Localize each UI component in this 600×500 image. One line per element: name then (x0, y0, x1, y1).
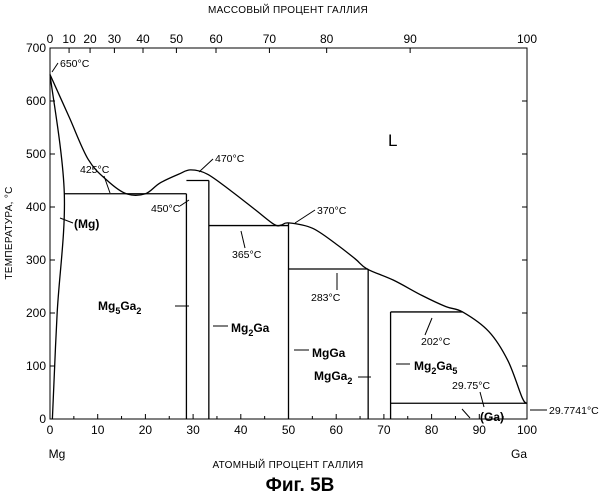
x-tick-label: 100 (517, 423, 537, 437)
x-tick-label: 30 (186, 423, 200, 437)
y-tick-label: 200 (26, 306, 46, 320)
y-tick-label: 0 (39, 412, 46, 426)
x-tick-label: 0 (47, 423, 54, 437)
top-tick-label: 70 (263, 32, 277, 46)
y-tick-label: 500 (26, 147, 46, 161)
x-tick-label: 70 (377, 423, 391, 437)
liquid-region-label: L (388, 131, 397, 150)
temp-label-eutectic-4: 29.75°C (452, 380, 490, 392)
x-tick-label: 60 (330, 423, 344, 437)
phase-label-mg2ga5: Mg2Ga5 (414, 359, 457, 376)
phase-label-mg5ga2: Mg5Ga2 (98, 299, 141, 316)
phase-boundaries (49, 62, 547, 420)
temp-label-peritectic-1: 450°C (151, 203, 181, 215)
phase-label-mg-solid: (Mg) (74, 217, 99, 231)
top-tick-label: 60 (209, 32, 223, 46)
leader-line (294, 209, 316, 224)
top-axis-label: МАССОВЫЙ ПРОЦЕНТ ГАЛЛИЯ (208, 3, 368, 16)
mg-solvus-curve (49, 74, 66, 420)
leader-line (461, 408, 471, 419)
leader-line (479, 391, 485, 408)
leader-line (51, 62, 59, 73)
top-tick-label: 10 (62, 32, 76, 46)
x-tick-label: 10 (91, 423, 105, 437)
y-tick-label: 700 (26, 41, 46, 55)
y-tick-label: 300 (26, 253, 46, 267)
top-tick-label: 100 (517, 32, 537, 46)
temp-label-peritectic-2: 202°C (421, 336, 451, 348)
y-tick-label: 600 (26, 94, 46, 108)
top-tick-label: 20 (83, 32, 97, 46)
top-tick-label: 0 (47, 32, 54, 46)
phase-label-mg2ga: Mg2Ga (231, 321, 270, 338)
phase-label-mgga2: MgGa2 (314, 369, 352, 386)
temp-label-eutectic-2: 365°C (232, 249, 262, 261)
x-tick-label: 20 (139, 423, 153, 437)
top-tick-label: 90 (403, 32, 417, 46)
top-tick-label: 50 (170, 32, 184, 46)
temp-label-max-1: 470°C (215, 153, 245, 165)
temp-label-max-2: 370°C (317, 205, 347, 217)
temp-label-mg-melting: 650°C (60, 58, 90, 70)
top-tick-label: 40 (136, 32, 150, 46)
temp-label-eutectic-1: 425°C (80, 164, 110, 176)
leader-line (179, 199, 190, 207)
y-tick-label: 100 (26, 359, 46, 373)
temp-label-eutectic-3: 283°C (311, 292, 341, 304)
temp-label-ga-melting: 29.7741°C (549, 405, 599, 417)
leader-line (198, 158, 214, 173)
x-tick-label: 50 (282, 423, 296, 437)
y-axis-label: ТЕМПЕРАТУРА, °С (4, 186, 15, 279)
phase-label-mgga: MgGa (312, 346, 346, 360)
top-tick-label: 30 (108, 32, 122, 46)
leader-line (424, 317, 433, 336)
x-tick-label: 90 (473, 423, 487, 437)
phase-labels: (Mg) (Ga) Mg5Ga2 Mg2Ga MgGa MgGa2 Mg2Ga5 (74, 217, 504, 424)
right-element-label: Ga (511, 447, 527, 461)
bottom-axis-label: АТОМНЫЙ ПРОЦЕНТ ГАЛЛИЯ (212, 458, 363, 471)
leader-line (240, 230, 246, 249)
leader-line (59, 217, 74, 224)
top-tick-label: 80 (320, 32, 334, 46)
leader-line (103, 175, 111, 194)
phase-label-ga-solid: (Ga) (480, 410, 504, 424)
x-tick-label: 40 (234, 423, 248, 437)
left-element-label: Mg (49, 447, 66, 461)
figure-caption: Фиг. 5В (265, 475, 335, 496)
temperature-annotations: 650°C 425°C 450°C 470°C 365°C 370°C 283°… (60, 58, 599, 417)
y-tick-label: 400 (26, 200, 46, 214)
x-tick-label: 80 (425, 423, 439, 437)
